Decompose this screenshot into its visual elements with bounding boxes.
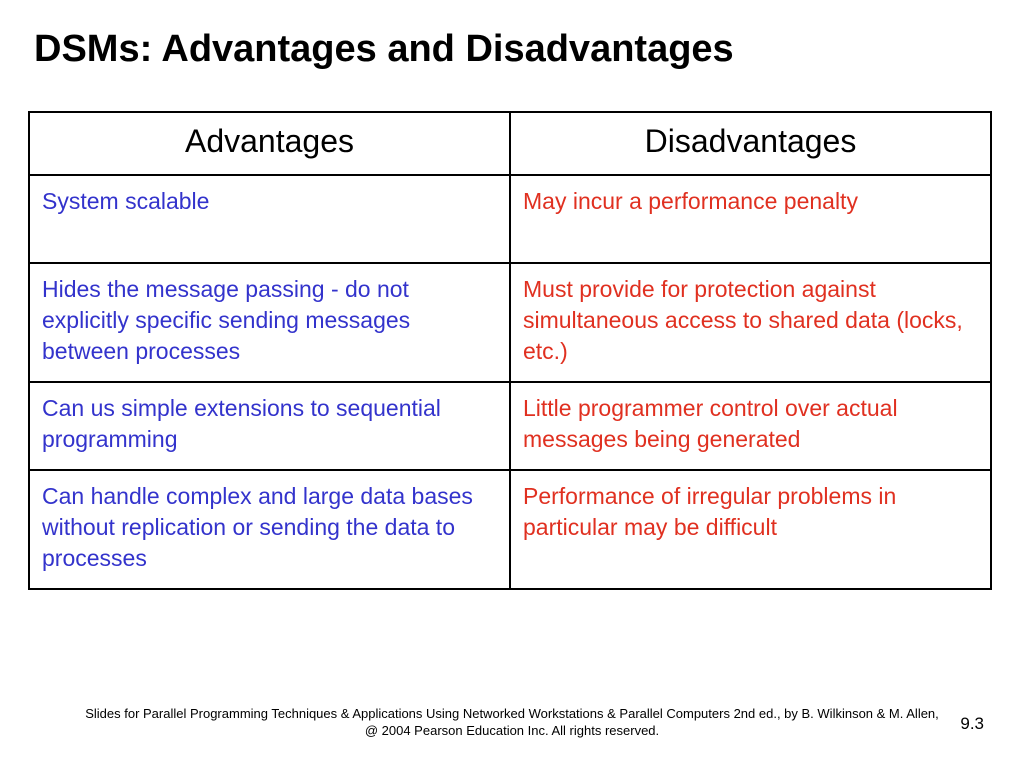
advantage-cell: Can us simple extensions to sequential p… [29,382,510,470]
header-advantages: Advantages [29,112,510,175]
table-row: System scalable May incur a performance … [29,175,991,263]
advantage-cell: Can handle complex and large data bases … [29,470,510,589]
table-header-row: Advantages Disadvantages [29,112,991,175]
footer-credits: Slides for Parallel Programming Techniqu… [0,706,1024,740]
table-row: Can handle complex and large data bases … [29,470,991,589]
disadvantage-cell: Performance of irregular problems in par… [510,470,991,589]
slide-title: DSMs: Advantages and Disadvantages [34,28,996,71]
header-disadvantages: Disadvantages [510,112,991,175]
disadvantage-cell: May incur a performance penalty [510,175,991,263]
footer-line-2: @ 2004 Pearson Education Inc. All rights… [365,723,659,738]
slide: DSMs: Advantages and Disadvantages Advan… [0,0,1024,768]
table-row: Hides the message passing - do not expli… [29,263,991,382]
disadvantage-cell: Must provide for protection against simu… [510,263,991,382]
advantage-cell: System scalable [29,175,510,263]
disadvantage-cell: Little programmer control over actual me… [510,382,991,470]
table-row: Can us simple extensions to sequential p… [29,382,991,470]
page-number: 9.3 [960,714,984,734]
advantage-cell: Hides the message passing - do not expli… [29,263,510,382]
footer-line-1: Slides for Parallel Programming Techniqu… [85,706,939,721]
comparison-table: Advantages Disadvantages System scalable… [28,111,992,590]
